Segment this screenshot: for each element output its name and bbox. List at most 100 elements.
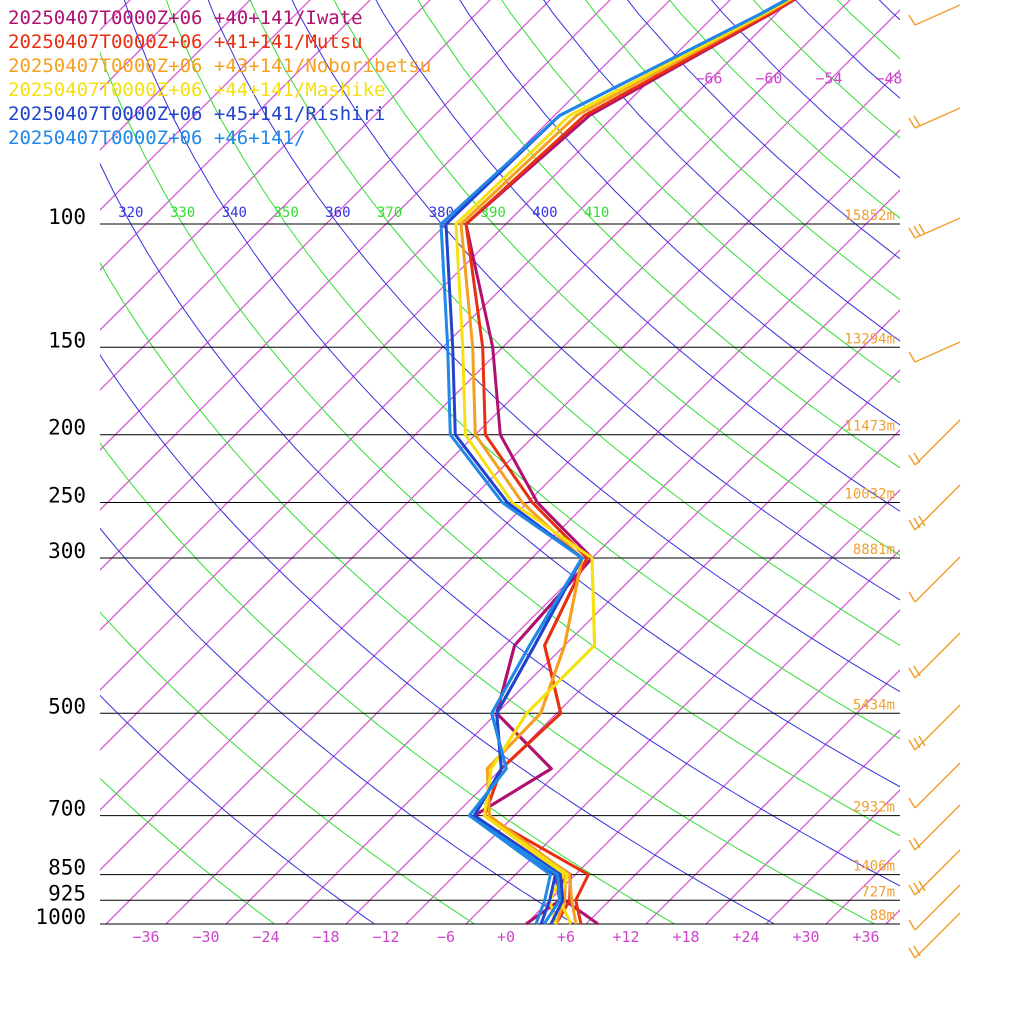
legend-entry: 20250407T0000Z+06 +43+141/Noboribetsu bbox=[8, 55, 431, 77]
wind-barb-shaft bbox=[914, 4, 961, 26]
theta-label: 370 bbox=[377, 205, 402, 221]
isotherm-line bbox=[405, 429, 900, 925]
isotherm-line bbox=[100, 0, 431, 331]
isotherm-line bbox=[825, 849, 900, 925]
x-tick-label: +0 bbox=[497, 928, 515, 946]
dry-adiabat-line bbox=[794, 0, 900, 99]
pressure-label: 925 bbox=[48, 881, 86, 905]
pressure-label: 100 bbox=[48, 205, 86, 229]
wind-barb-shaft bbox=[914, 556, 961, 603]
upper-isotherm-label: −54 bbox=[815, 70, 842, 88]
wind-barb bbox=[908, 849, 961, 896]
wind-barb-flag bbox=[908, 591, 916, 603]
isotherm-line bbox=[705, 729, 900, 925]
dry-adiabat-line bbox=[291, 0, 900, 601]
wind-barb-flag bbox=[913, 225, 921, 237]
temperature-line bbox=[464, 0, 796, 925]
isotherm-line bbox=[585, 609, 900, 925]
dry-adiabat-line bbox=[249, 0, 900, 646]
theta-label: 390 bbox=[481, 205, 506, 221]
wind-barb bbox=[908, 632, 961, 679]
theta-label: 400 bbox=[532, 205, 557, 221]
isotherm-line bbox=[100, 0, 551, 451]
dry-adiabat-line bbox=[100, 442, 675, 925]
wind-barb bbox=[908, 884, 961, 931]
legend-entry: 20250407T0000Z+06 +46+141/ bbox=[8, 127, 305, 149]
x-tick-label: −6 bbox=[437, 928, 455, 946]
height-label: 88m bbox=[870, 908, 895, 924]
x-tick-label: +6 bbox=[557, 928, 575, 946]
legend-entry: 20250407T0000Z+06 +45+141/Rishiri bbox=[8, 103, 386, 125]
wind-barb-flag bbox=[913, 517, 921, 529]
wind-barb-flag bbox=[908, 947, 916, 959]
x-tick-label: −30 bbox=[192, 928, 219, 946]
upper-isotherm-label: −60 bbox=[755, 70, 782, 88]
sounding-series bbox=[439, 0, 797, 926]
theta-label: 410 bbox=[584, 205, 609, 221]
dry-adiabat-line bbox=[100, 694, 375, 925]
wind-barb-flag bbox=[913, 665, 921, 677]
height-label: 8881m bbox=[853, 542, 895, 558]
pressure-label: 250 bbox=[48, 484, 86, 508]
wind-barb-flag bbox=[913, 837, 921, 849]
wind-barb-flag bbox=[918, 223, 926, 235]
legend: 20250407T0000Z+06 +40+141/Iwate20250407T… bbox=[8, 7, 431, 149]
wind-barb-flag bbox=[908, 227, 916, 239]
wind-barb-flag bbox=[918, 515, 926, 527]
x-tick-label: +36 bbox=[852, 928, 879, 946]
wind-barb-shaft bbox=[914, 912, 961, 959]
wind-barb-flag bbox=[908, 797, 916, 809]
wind-barb-flag bbox=[908, 519, 916, 531]
isotherm-line bbox=[885, 909, 900, 925]
isotherm-line bbox=[100, 0, 491, 391]
isotherm-line bbox=[525, 549, 900, 925]
wind-barb-shaft bbox=[914, 107, 961, 129]
wind-barbs bbox=[908, 4, 961, 959]
height-label: 11473m bbox=[844, 419, 895, 435]
pressure-label: 300 bbox=[48, 539, 86, 563]
height-label: 15852m bbox=[844, 208, 895, 224]
wind-barb bbox=[908, 484, 961, 531]
wind-barb bbox=[908, 419, 961, 466]
x-tick-label: +12 bbox=[612, 928, 639, 946]
dry-adiabat-line bbox=[100, 611, 475, 925]
x-axis-tick-labels: −36 −30 −24 −18 −12 −6 +0 +6 +12 +18 +24 +30 +36 bbox=[132, 928, 879, 946]
dry-adiabat-line bbox=[668, 0, 900, 219]
height-label: 13294m bbox=[844, 331, 895, 347]
isotherm-line bbox=[465, 489, 900, 925]
x-tick-label: +24 bbox=[732, 928, 759, 946]
wind-barb-flag bbox=[908, 117, 916, 129]
temperature-line bbox=[439, 0, 789, 925]
pressure-label: 150 bbox=[48, 328, 86, 352]
dry-adiabat-line bbox=[501, 0, 900, 384]
isotherm-line bbox=[100, 0, 611, 511]
theta-label: 340 bbox=[222, 205, 247, 221]
isotherm-line bbox=[100, 69, 900, 871]
wind-barb bbox=[908, 341, 961, 363]
pressure-label: 700 bbox=[48, 797, 86, 821]
height-label: 1406m bbox=[853, 859, 895, 875]
dewpoint-line bbox=[472, 557, 594, 926]
x-tick-label: −36 bbox=[132, 928, 159, 946]
pressure-label: 200 bbox=[48, 416, 86, 440]
temperature-line bbox=[454, 0, 792, 925]
pressure-level-lines: 100 15852m 150 13294m 200 11473m 250 10032m 300 8… bbox=[35, 205, 900, 929]
wind-barb-flag bbox=[908, 884, 916, 896]
dewpoint-line bbox=[472, 557, 584, 925]
wind-barb-flag bbox=[908, 14, 916, 26]
x-tick-label: +30 bbox=[792, 928, 819, 946]
wind-barb-flag bbox=[913, 882, 921, 894]
theta-label: 330 bbox=[170, 205, 195, 221]
x-tick-label: −12 bbox=[372, 928, 399, 946]
upper-isotherm-label: −48 bbox=[875, 70, 902, 88]
wind-barb-flag bbox=[908, 351, 916, 363]
wind-barb-shaft bbox=[914, 804, 961, 851]
isotherm-line bbox=[165, 189, 900, 925]
wind-barb-flag bbox=[918, 735, 926, 747]
wind-barb bbox=[908, 217, 961, 239]
isotherm-line bbox=[1006, 0, 1024, 924]
wind-barb-shaft bbox=[914, 341, 961, 363]
theta-label: 360 bbox=[325, 205, 350, 221]
x-tick-label: +18 bbox=[672, 928, 699, 946]
